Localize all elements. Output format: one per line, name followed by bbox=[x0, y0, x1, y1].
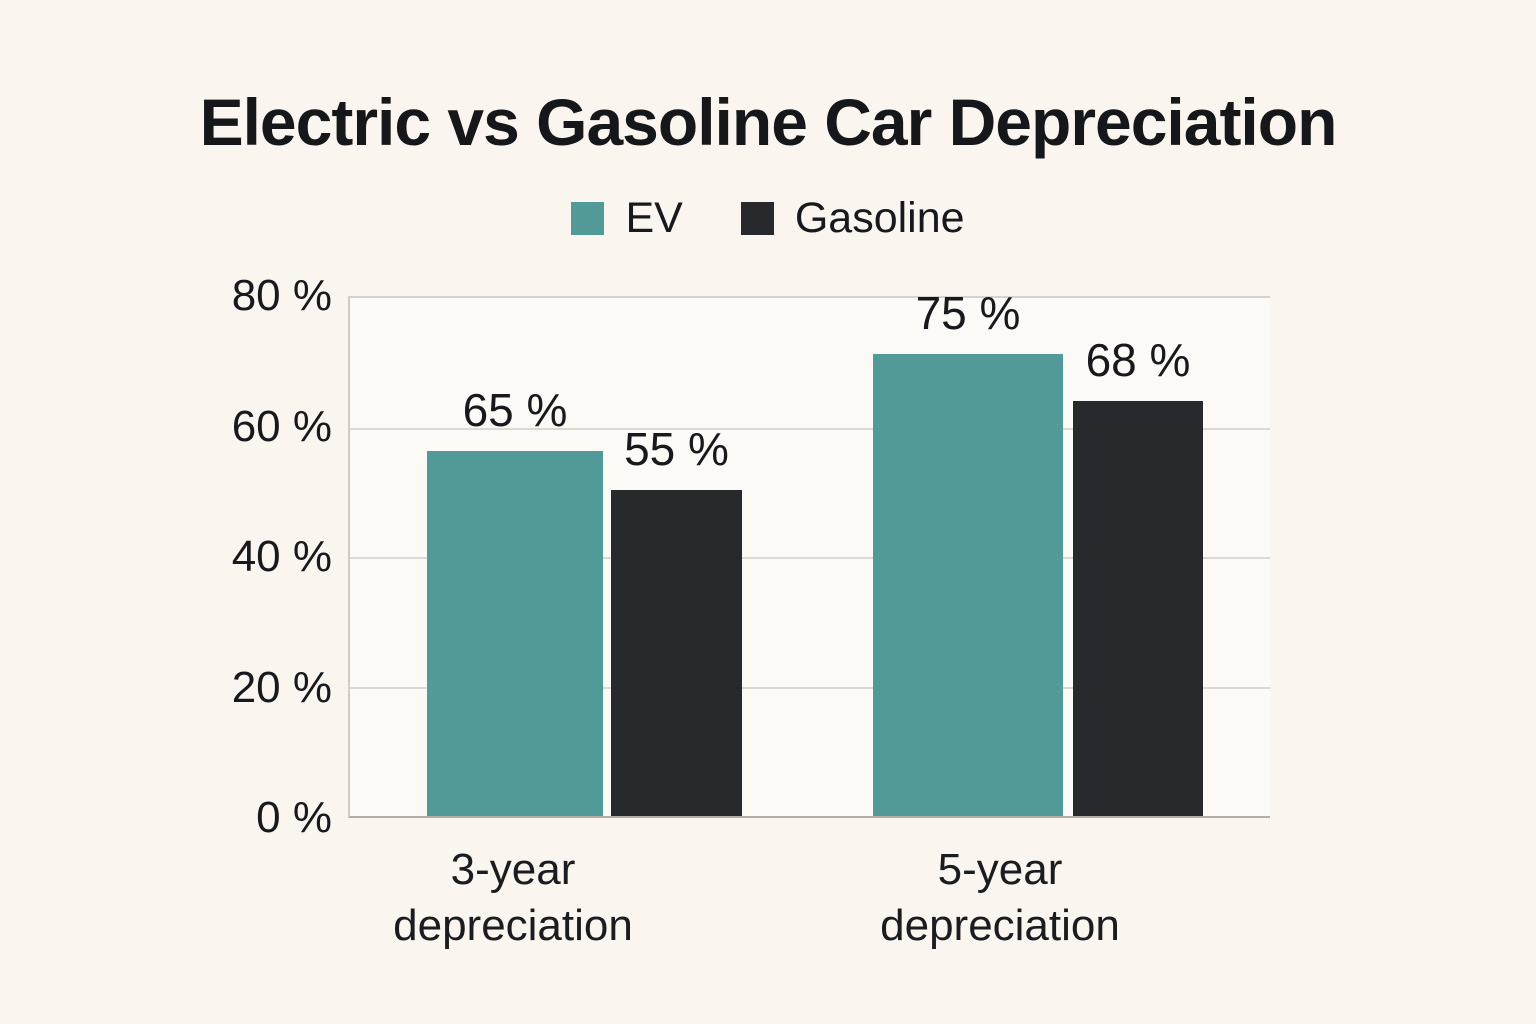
bar-value-ev-3year: 65 % bbox=[462, 383, 568, 436]
legend-label-gasoline: Gasoline bbox=[794, 194, 965, 242]
y-tick-20: 20 % bbox=[231, 662, 332, 712]
bar-gasoline-3year: 55 % bbox=[611, 423, 742, 816]
x-tick-5year-line2: depreciation bbox=[880, 901, 1120, 950]
y-tick-40: 40 % bbox=[231, 532, 332, 581]
x-tick-3year: 3-year depreciation bbox=[303, 842, 723, 954]
bar-gasoline-5year: 68 % bbox=[1073, 334, 1203, 816]
gridline-20 bbox=[350, 686, 1270, 689]
x-tick-5year: 5-year depreciation bbox=[790, 842, 1210, 954]
ev-color-swatch bbox=[571, 202, 605, 235]
gasoline-color-swatch bbox=[740, 202, 774, 235]
legend-label-ev: EV bbox=[625, 194, 683, 242]
y-axis: 80 % 60 % 40 % 20 % 0 % bbox=[60, 271, 332, 842]
bar-value-gasoline-5year: 68 % bbox=[1085, 333, 1191, 386]
bar-value-ev-5year: 75 % bbox=[915, 287, 1021, 340]
bar-ev-5year: 75 % bbox=[873, 287, 1063, 816]
legend-item-ev: EV bbox=[571, 194, 683, 243]
bar-value-gasoline-3year: 55 % bbox=[624, 422, 729, 475]
legend-item-gasoline: Gasoline bbox=[740, 194, 965, 243]
x-tick-3year-line2: depreciation bbox=[393, 901, 633, 950]
gridline-40 bbox=[350, 557, 1270, 559]
gridline-60 bbox=[350, 427, 1270, 430]
x-tick-5year-line1: 5-year bbox=[937, 845, 1063, 894]
plot-area: 65 % 55 % 75 % 68 % bbox=[348, 287, 1270, 818]
y-tick-80: 80 % bbox=[231, 271, 332, 320]
y-tick-0: 0 % bbox=[256, 793, 332, 842]
bar-ev-3year: 65 % bbox=[427, 384, 603, 816]
legend: EV Gasoline bbox=[0, 194, 1536, 243]
chart-title: Electric vs Gasoline Car Depreciation bbox=[199, 85, 1338, 159]
x-tick-3year-line1: 3-year bbox=[450, 845, 576, 894]
y-tick-60: 60 % bbox=[231, 401, 332, 451]
